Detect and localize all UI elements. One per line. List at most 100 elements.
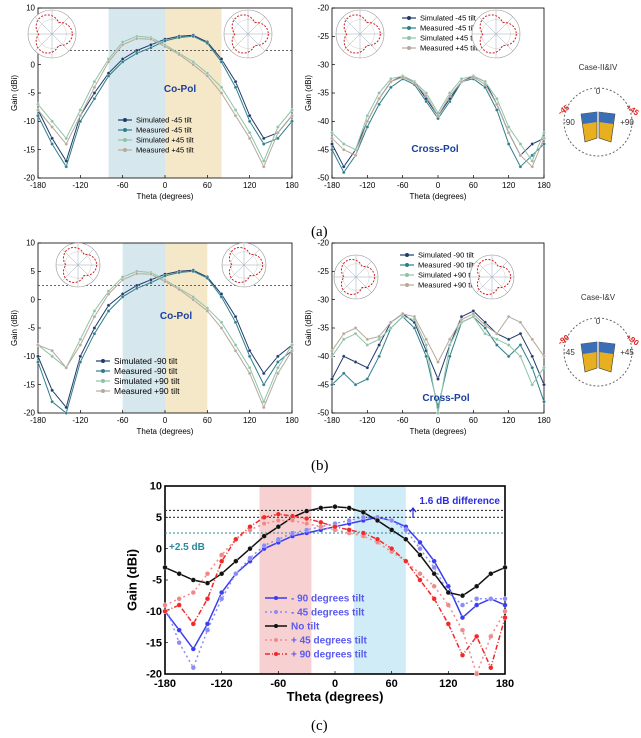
polar-pattern [343, 14, 381, 54]
y-tick-label: -15 [23, 380, 35, 389]
data-point [205, 276, 210, 280]
data-point [262, 164, 266, 169]
antenna-element-left-top [581, 342, 597, 354]
data-point [365, 119, 370, 124]
legend-marker [101, 389, 105, 393]
data-point [219, 85, 224, 90]
data-point [176, 571, 182, 577]
data-point [163, 274, 167, 278]
data-point [177, 287, 181, 292]
data-point [276, 360, 280, 364]
data-point [262, 142, 266, 146]
data-point [247, 371, 252, 376]
data-point [330, 136, 334, 141]
data-point [233, 314, 238, 319]
x-tick-label: 120 [243, 416, 257, 425]
caption-a: (a) [311, 224, 328, 240]
data-point [330, 382, 334, 387]
data-point [448, 337, 452, 342]
x-tick-label: 180 [537, 181, 551, 190]
x-tick-label: -60 [397, 181, 409, 190]
data-point [162, 564, 168, 571]
chart-a-copol: -180-120-60060120180-20-15-10-50510Theta… [10, 4, 299, 201]
y-tick-label: -50 [317, 174, 329, 183]
y-tick-label: -20 [317, 4, 329, 13]
data-point [64, 142, 68, 146]
data-point [191, 269, 195, 274]
data-point [135, 286, 139, 291]
y-tick-label: -20 [146, 669, 162, 681]
y-tick-label: -15 [23, 145, 35, 154]
x-tick-label: -60 [270, 678, 286, 690]
x-tick-label: 60 [386, 678, 398, 690]
data-point [106, 303, 111, 308]
polar-spoke [243, 264, 260, 281]
data-point [247, 555, 253, 561]
x-tick-label: 180 [537, 416, 551, 425]
data-point [276, 125, 280, 129]
data-point [459, 593, 466, 599]
data-point [436, 360, 440, 364]
data-point [346, 517, 352, 524]
data-point [365, 343, 370, 347]
legend-entry: + 90 degrees tilt [291, 649, 368, 660]
data-point [318, 519, 324, 525]
data-point [518, 343, 523, 347]
data-point [275, 524, 281, 530]
data-point [389, 326, 393, 330]
legend-entry: Measured +90 tilt [418, 281, 477, 290]
data-point [424, 99, 428, 104]
data-point [50, 136, 54, 141]
data-point [233, 85, 238, 90]
legend-entry: + 45 degrees tilt [291, 635, 368, 646]
data-point [92, 85, 97, 90]
data-point [64, 164, 68, 169]
y-tick-label: 10 [150, 481, 162, 493]
x-tick-label: 120 [502, 181, 516, 190]
chart-c-combined: -180 -120 -60 0 60 120 180 -20 -15 -10 -5 0 5 10 Theta… [125, 481, 514, 704]
data-point [176, 627, 182, 633]
data-point [353, 360, 358, 364]
data-point [304, 508, 310, 514]
data-point [276, 136, 280, 141]
polar-spoke [495, 16, 514, 35]
data-point [262, 159, 266, 163]
case-circle [563, 317, 633, 387]
data-point [290, 343, 294, 347]
data-point [50, 119, 54, 124]
data-point [219, 91, 224, 95]
y-axis-label: Gain (dBi) [125, 549, 139, 611]
data-point [163, 39, 167, 43]
x-tick-label: -120 [211, 678, 233, 690]
data-point [50, 348, 54, 353]
data-point [365, 377, 370, 381]
legend-marker [123, 138, 127, 142]
data-point [389, 517, 395, 524]
data-point [120, 295, 125, 299]
data-point [374, 517, 381, 524]
data-point [518, 153, 523, 158]
polar-spoke [34, 16, 53, 35]
x-tick-label: 60 [469, 181, 478, 190]
data-point [106, 292, 111, 296]
data-point [506, 354, 511, 359]
legend-marker [123, 128, 127, 132]
y-tick-label: 0 [156, 543, 162, 555]
x-axis-label: Theta (degrees) [410, 192, 467, 201]
data-point [459, 627, 466, 633]
y-axis-label: Gain (dBi) [10, 310, 19, 346]
data-point [262, 371, 266, 376]
data-point [474, 633, 480, 639]
case-diagram-b: Case-I&V0-45 +45-90 +90 [556, 293, 641, 387]
data-point [304, 516, 310, 522]
data-point [502, 564, 508, 571]
data-point [330, 377, 334, 381]
data-point [474, 583, 480, 589]
data-point [233, 320, 238, 325]
x-tick-label: 60 [469, 416, 478, 425]
data-point [506, 337, 511, 342]
polar-spoke [247, 33, 266, 52]
y-tick-label: -15 [146, 637, 162, 649]
data-point [233, 348, 238, 353]
data-point [417, 571, 423, 577]
